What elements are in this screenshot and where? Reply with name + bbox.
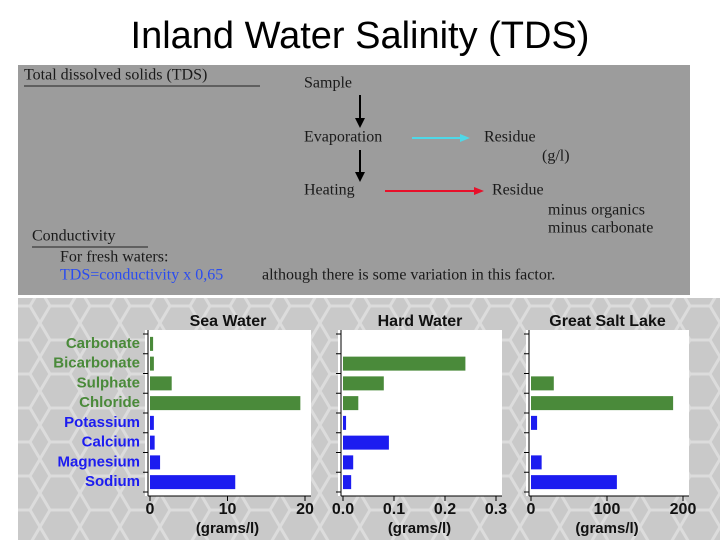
arrowhead	[474, 187, 484, 195]
bar	[343, 475, 352, 490]
arrowhead	[355, 118, 365, 128]
bar	[150, 356, 154, 371]
result: Residue	[492, 182, 544, 199]
x-axis-label: (grams/l)	[196, 520, 259, 537]
x-tick-label: 0.1	[383, 501, 405, 518]
bar	[150, 415, 154, 430]
bar	[150, 435, 155, 450]
bar	[343, 455, 354, 470]
x-axis-label: (grams/l)	[575, 520, 638, 537]
result-unit: (g/l)	[542, 148, 570, 165]
result: Residue	[484, 129, 536, 146]
result-detail: minus carbonate	[548, 220, 653, 237]
category-label: Calcium	[82, 434, 140, 451]
bar	[531, 396, 674, 411]
chart-title: Hard Water	[378, 313, 463, 330]
x-tick-label: 0.2	[434, 501, 456, 518]
x-tick-label: 0	[146, 501, 155, 518]
category-label: Sulphate	[77, 374, 140, 391]
diagram: Total dissolved solids (TDS) Sample Evap…	[18, 65, 690, 295]
diagram-background	[18, 65, 690, 295]
x-tick-label: 100	[594, 501, 621, 518]
arrowhead	[460, 134, 470, 142]
category-label: Carbonate	[66, 335, 140, 352]
category-label: Potassium	[64, 414, 140, 431]
plot-area	[145, 330, 311, 496]
plot-area	[526, 330, 689, 496]
x-tick-label: 0.0	[332, 501, 354, 518]
category-label: Magnesium	[57, 453, 140, 470]
bar	[150, 336, 154, 351]
slide-title: Inland Water Salinity (TDS)	[131, 15, 590, 57]
bar	[531, 376, 554, 391]
bar	[150, 376, 172, 391]
bar	[531, 475, 617, 490]
category-label: Bicarbonate	[53, 355, 140, 372]
formula: TDS=conductivity x 0,65	[60, 267, 223, 284]
result-detail: minus organics	[548, 202, 645, 219]
bar	[343, 415, 347, 430]
bar	[150, 396, 301, 411]
charts: Carbonate Bicarbonate Sulphate Chloride Pota…	[53, 313, 696, 537]
bar	[343, 396, 359, 411]
x-axis-label: (grams/l)	[388, 520, 451, 537]
category-label: Sodium	[85, 473, 140, 490]
bar	[343, 435, 389, 450]
step: Evaporation	[304, 129, 382, 146]
chart-title: Sea Water	[190, 313, 267, 330]
bar	[343, 376, 384, 391]
bar	[531, 455, 542, 470]
bar	[531, 415, 538, 430]
chart-title: Great Salt Lake	[549, 313, 666, 330]
section-heading: Conductivity	[32, 228, 116, 245]
bar	[343, 356, 466, 371]
step: Sample	[304, 75, 352, 92]
x-tick-label: 20	[296, 501, 314, 518]
x-tick-label: 0	[527, 501, 536, 518]
step: Heating	[304, 182, 355, 199]
bar	[150, 455, 161, 470]
note: although there is some variation in this…	[262, 267, 555, 284]
x-tick-label: 0.3	[485, 501, 507, 518]
arrowhead	[355, 172, 365, 182]
bar	[150, 475, 236, 490]
plot-area	[338, 330, 502, 496]
x-tick-label: 200	[670, 501, 697, 518]
diagram-heading: Total dissolved solids (TDS)	[24, 67, 207, 84]
note: For fresh waters:	[60, 249, 168, 266]
category-label: Chloride	[79, 394, 140, 411]
x-tick-label: 10	[219, 501, 237, 518]
